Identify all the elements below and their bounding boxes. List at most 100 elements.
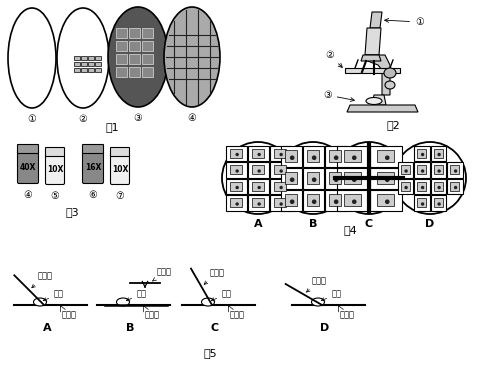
Circle shape (236, 202, 239, 206)
Bar (324, 189, 346, 211)
Bar (376, 150, 394, 162)
Text: C: C (211, 323, 219, 333)
Bar (230, 149, 242, 157)
Text: A: A (253, 219, 262, 229)
Bar (252, 182, 264, 190)
Circle shape (352, 199, 357, 204)
Circle shape (385, 155, 389, 160)
Circle shape (437, 153, 441, 156)
Text: D: D (320, 323, 330, 333)
FancyBboxPatch shape (46, 154, 64, 185)
Bar (285, 172, 297, 184)
Circle shape (257, 186, 261, 189)
Bar (142, 67, 153, 77)
Ellipse shape (57, 8, 109, 108)
Text: 盖玻片: 盖玻片 (204, 268, 225, 285)
Circle shape (437, 186, 441, 189)
Bar (324, 145, 346, 167)
Bar (418, 199, 426, 207)
Bar (226, 179, 247, 194)
Circle shape (257, 153, 261, 156)
Text: A: A (43, 323, 51, 333)
Circle shape (385, 199, 389, 204)
Bar (248, 145, 268, 161)
Text: 10X: 10X (112, 166, 128, 174)
Bar (370, 145, 401, 167)
Bar (344, 172, 361, 184)
Bar (81, 67, 86, 72)
Text: ④: ④ (187, 113, 196, 123)
Circle shape (404, 169, 408, 173)
Bar (414, 195, 430, 211)
Polygon shape (361, 55, 381, 61)
Bar (434, 166, 442, 174)
FancyBboxPatch shape (82, 144, 104, 154)
Text: ②: ② (325, 50, 342, 67)
Bar (274, 166, 286, 174)
Circle shape (257, 169, 261, 173)
Text: 盖玻片: 盖玻片 (307, 276, 327, 292)
Circle shape (236, 169, 239, 173)
Ellipse shape (34, 298, 47, 306)
Text: 水滴: 水滴 (126, 289, 147, 301)
Bar (281, 145, 302, 167)
Bar (129, 54, 140, 64)
Bar (230, 199, 242, 207)
Ellipse shape (201, 298, 214, 306)
Bar (116, 67, 127, 77)
Text: 载玻片: 载玻片 (340, 310, 355, 319)
Bar (74, 61, 79, 66)
Ellipse shape (8, 8, 56, 108)
Circle shape (257, 202, 261, 206)
Bar (230, 182, 242, 190)
Bar (431, 162, 446, 177)
Circle shape (290, 199, 295, 204)
Bar (230, 166, 242, 174)
Bar (324, 167, 346, 189)
Bar (81, 61, 86, 66)
Bar (303, 167, 323, 189)
Ellipse shape (384, 68, 396, 78)
Text: ⑦: ⑦ (116, 191, 124, 201)
Bar (285, 150, 297, 162)
Bar (74, 67, 79, 72)
Circle shape (290, 177, 295, 182)
Bar (418, 166, 426, 174)
Circle shape (352, 155, 357, 160)
Bar (88, 61, 94, 66)
Bar (95, 55, 101, 60)
Circle shape (334, 155, 338, 160)
Text: 图3: 图3 (65, 207, 79, 217)
Bar (370, 189, 401, 211)
Bar (414, 179, 430, 194)
Text: 盖玻片: 盖玻片 (153, 267, 172, 281)
Circle shape (394, 142, 466, 214)
Bar (434, 199, 442, 207)
Bar (307, 150, 319, 162)
Bar (129, 67, 140, 77)
Circle shape (404, 186, 408, 189)
Bar (248, 162, 268, 177)
Bar (142, 28, 153, 38)
Bar (329, 194, 341, 206)
Bar (329, 172, 341, 184)
Bar (329, 150, 341, 162)
Bar (307, 194, 319, 206)
Bar (248, 179, 268, 194)
Bar (226, 195, 247, 211)
Ellipse shape (117, 298, 129, 306)
Ellipse shape (311, 298, 324, 306)
Circle shape (290, 155, 295, 160)
FancyBboxPatch shape (46, 148, 64, 157)
Bar (344, 194, 361, 206)
Ellipse shape (108, 7, 168, 107)
Bar (285, 194, 297, 206)
Bar (95, 61, 101, 66)
Bar (116, 28, 127, 38)
Bar (303, 145, 323, 167)
Bar (307, 172, 319, 184)
Text: ②: ② (79, 114, 87, 124)
Bar (281, 189, 302, 211)
Bar (447, 179, 462, 194)
Circle shape (454, 169, 457, 173)
